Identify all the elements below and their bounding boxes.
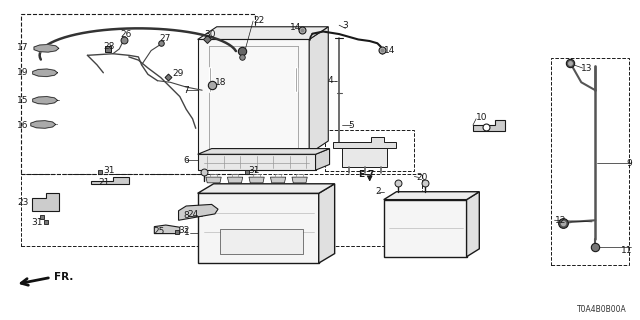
Text: 16: 16 xyxy=(17,121,29,130)
Text: 20: 20 xyxy=(417,173,428,182)
Text: 27: 27 xyxy=(159,34,171,43)
Text: 12: 12 xyxy=(554,216,566,225)
Bar xyxy=(220,229,303,253)
Text: E-7: E-7 xyxy=(358,171,374,180)
Text: 7: 7 xyxy=(184,86,189,95)
Text: 25: 25 xyxy=(153,227,164,236)
Text: 21: 21 xyxy=(99,178,109,187)
Polygon shape xyxy=(198,154,316,170)
Text: 23: 23 xyxy=(17,198,29,207)
Polygon shape xyxy=(198,27,328,39)
Polygon shape xyxy=(198,39,309,154)
Text: T0A4B0B00A: T0A4B0B00A xyxy=(577,305,627,314)
Polygon shape xyxy=(342,148,387,167)
Polygon shape xyxy=(384,200,467,257)
Polygon shape xyxy=(32,193,59,211)
Text: 17: 17 xyxy=(17,43,29,52)
Polygon shape xyxy=(319,184,335,263)
Text: 14: 14 xyxy=(289,23,301,32)
Polygon shape xyxy=(33,69,58,76)
Polygon shape xyxy=(34,44,59,52)
Polygon shape xyxy=(316,148,330,170)
Polygon shape xyxy=(467,192,479,257)
Text: 4: 4 xyxy=(327,76,333,85)
Text: 28: 28 xyxy=(103,42,115,51)
Text: 14: 14 xyxy=(384,46,395,55)
Polygon shape xyxy=(292,177,307,183)
Polygon shape xyxy=(31,121,56,128)
Polygon shape xyxy=(206,177,221,183)
Polygon shape xyxy=(249,177,264,183)
Polygon shape xyxy=(384,192,479,200)
Text: 13: 13 xyxy=(581,63,593,73)
Polygon shape xyxy=(333,137,396,148)
Text: FR.: FR. xyxy=(54,272,73,282)
Polygon shape xyxy=(198,148,330,154)
Bar xyxy=(20,174,422,246)
Text: 31: 31 xyxy=(31,218,43,227)
Bar xyxy=(325,130,414,171)
Polygon shape xyxy=(91,178,129,184)
Polygon shape xyxy=(154,225,180,234)
Polygon shape xyxy=(271,177,285,183)
Polygon shape xyxy=(179,204,218,220)
Polygon shape xyxy=(198,184,335,193)
Text: 29: 29 xyxy=(172,69,184,78)
Polygon shape xyxy=(198,193,319,263)
Polygon shape xyxy=(227,177,243,183)
Text: 15: 15 xyxy=(17,97,29,106)
Text: 18: 18 xyxy=(215,78,227,87)
Text: 32: 32 xyxy=(179,226,190,235)
Text: 22: 22 xyxy=(253,16,264,25)
Text: 31: 31 xyxy=(248,166,260,175)
Text: 2: 2 xyxy=(376,187,381,196)
Text: 8: 8 xyxy=(184,211,189,220)
Text: 24: 24 xyxy=(188,210,198,219)
Text: 10: 10 xyxy=(476,113,488,122)
Text: 5: 5 xyxy=(349,121,355,130)
Text: 26: 26 xyxy=(120,30,131,39)
Polygon shape xyxy=(473,120,505,132)
Bar xyxy=(550,59,629,265)
Text: 6: 6 xyxy=(184,156,189,164)
Text: 1: 1 xyxy=(184,228,189,237)
Bar xyxy=(20,14,255,174)
Text: 11: 11 xyxy=(621,246,632,255)
Text: 19: 19 xyxy=(17,68,29,77)
Text: 9: 9 xyxy=(627,159,632,168)
Polygon shape xyxy=(33,97,58,104)
Text: 30: 30 xyxy=(204,30,216,39)
Text: 31: 31 xyxy=(103,166,115,175)
Polygon shape xyxy=(309,27,328,154)
Text: 3: 3 xyxy=(342,21,348,30)
